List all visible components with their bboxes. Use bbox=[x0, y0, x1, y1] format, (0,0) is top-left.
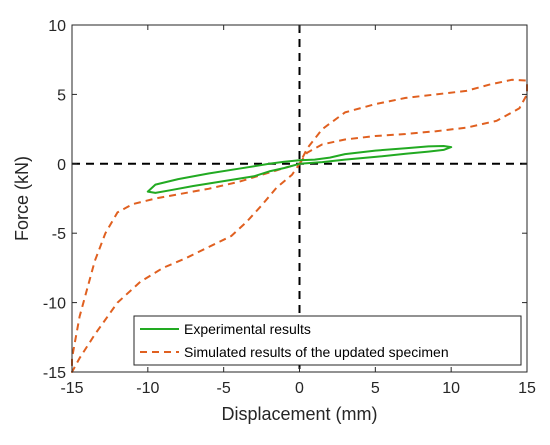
x-tick-label: 15 bbox=[518, 380, 536, 397]
legend: Experimental results Simulated results of… bbox=[133, 315, 522, 366]
y-axis-label: Force (kN) bbox=[12, 156, 32, 241]
series-layer bbox=[71, 78, 528, 373]
x-tick-label: -15 bbox=[60, 380, 83, 397]
y-tick-label: 5 bbox=[57, 87, 66, 104]
x-tick-label: 5 bbox=[371, 380, 380, 397]
legend-label-experimental: Experimental results bbox=[184, 321, 311, 337]
series-line-experimental bbox=[146, 145, 453, 194]
legend-box bbox=[133, 315, 522, 366]
y-tick-label: -5 bbox=[52, 226, 66, 243]
y-tick-label: -10 bbox=[43, 296, 66, 313]
x-axis-label: Displacement (mm) bbox=[221, 404, 377, 424]
x-tick-label: -10 bbox=[136, 380, 159, 397]
x-tick-label: 0 bbox=[295, 380, 304, 397]
axis-ticks: -15 -10 -5 0 5 10 15 -15 -10 -5 0 5 10 bbox=[43, 18, 536, 397]
y-tick-label: -15 bbox=[43, 365, 66, 382]
y-tick-label: 0 bbox=[57, 157, 66, 174]
x-tick-label: -5 bbox=[217, 380, 231, 397]
y-tick-label: 10 bbox=[48, 18, 66, 35]
legend-label-simulated: Simulated results of the updated specime… bbox=[184, 344, 449, 360]
x-tick-label: 10 bbox=[442, 380, 460, 397]
